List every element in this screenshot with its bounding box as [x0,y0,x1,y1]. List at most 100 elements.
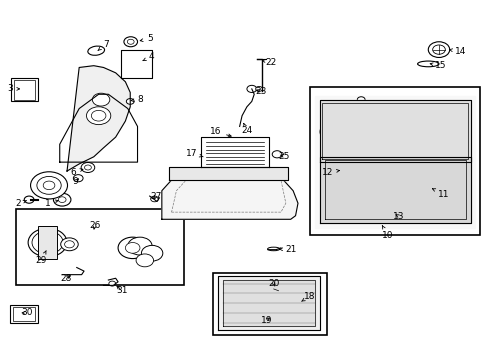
Polygon shape [217,276,319,330]
Circle shape [61,238,78,251]
Circle shape [382,123,407,141]
Circle shape [91,111,106,121]
Circle shape [58,197,66,203]
Circle shape [53,193,71,206]
Text: 7: 7 [98,40,108,50]
Circle shape [427,42,449,58]
Polygon shape [319,100,469,162]
Ellipse shape [417,61,438,67]
Circle shape [255,86,262,91]
Text: 22: 22 [262,58,276,67]
Polygon shape [60,94,137,162]
Circle shape [24,196,34,203]
Circle shape [420,127,432,136]
Circle shape [43,181,55,190]
Polygon shape [169,167,287,180]
Circle shape [388,127,400,136]
Circle shape [92,93,110,106]
Text: 30: 30 [21,309,32,318]
Ellipse shape [88,46,104,55]
Circle shape [446,123,469,141]
Text: 12: 12 [322,168,339,177]
Text: 23: 23 [255,87,266,96]
Ellipse shape [297,297,303,305]
Ellipse shape [383,211,403,217]
Circle shape [84,165,91,170]
Text: 27: 27 [150,192,162,201]
Ellipse shape [294,295,305,308]
Text: 9: 9 [72,177,79,186]
Text: 26: 26 [89,221,100,230]
Circle shape [37,176,61,194]
Polygon shape [319,157,469,223]
Polygon shape [67,66,130,171]
Circle shape [118,237,147,258]
Circle shape [150,196,158,202]
Circle shape [32,231,63,254]
Text: 6: 6 [70,168,83,177]
Circle shape [452,127,463,136]
Circle shape [246,85,256,93]
Circle shape [127,39,134,44]
Text: 15: 15 [429,61,445,70]
Bar [10,305,38,323]
Circle shape [141,246,163,261]
Circle shape [334,166,346,175]
Circle shape [127,237,152,255]
Circle shape [271,285,281,293]
Bar [38,226,57,258]
Circle shape [125,243,140,253]
Circle shape [86,107,111,125]
Text: 4: 4 [142,52,154,61]
Bar [16,208,183,285]
Polygon shape [314,96,474,228]
Ellipse shape [380,209,407,220]
Text: 16: 16 [209,127,231,137]
Text: 17: 17 [186,149,203,158]
Text: 28: 28 [60,274,71,283]
Circle shape [319,123,344,141]
Polygon shape [162,173,297,219]
Circle shape [272,151,282,158]
Circle shape [73,175,83,182]
Ellipse shape [267,247,279,251]
Text: 2: 2 [16,199,27,208]
Circle shape [28,228,67,257]
Circle shape [126,99,134,104]
Circle shape [123,37,137,47]
Text: 8: 8 [131,95,142,104]
Text: 5: 5 [140,35,152,44]
Circle shape [414,123,438,141]
Text: 19: 19 [260,315,272,324]
Text: 29: 29 [36,251,47,265]
Text: 20: 20 [267,279,279,288]
Circle shape [264,314,273,321]
Text: 1: 1 [44,199,58,208]
Text: 10: 10 [382,226,393,240]
Text: 13: 13 [392,212,404,221]
Circle shape [432,45,445,54]
Circle shape [351,123,375,141]
Circle shape [81,162,95,172]
Circle shape [109,281,116,286]
Bar [11,78,38,102]
Circle shape [64,241,74,248]
Circle shape [136,254,153,267]
Bar [14,80,35,100]
Circle shape [325,127,337,136]
Text: 25: 25 [278,152,289,161]
Text: 18: 18 [301,292,315,301]
Text: 24: 24 [241,123,252,135]
Text: 11: 11 [431,189,448,199]
Text: 31: 31 [116,286,127,295]
Text: 3: 3 [7,84,20,93]
Polygon shape [222,280,314,327]
Text: 14: 14 [448,47,466,56]
Circle shape [357,97,365,103]
Bar [309,87,479,235]
Bar [212,273,326,336]
Circle shape [30,172,67,199]
Text: 21: 21 [279,245,296,254]
Circle shape [357,127,369,136]
Bar [13,307,35,321]
